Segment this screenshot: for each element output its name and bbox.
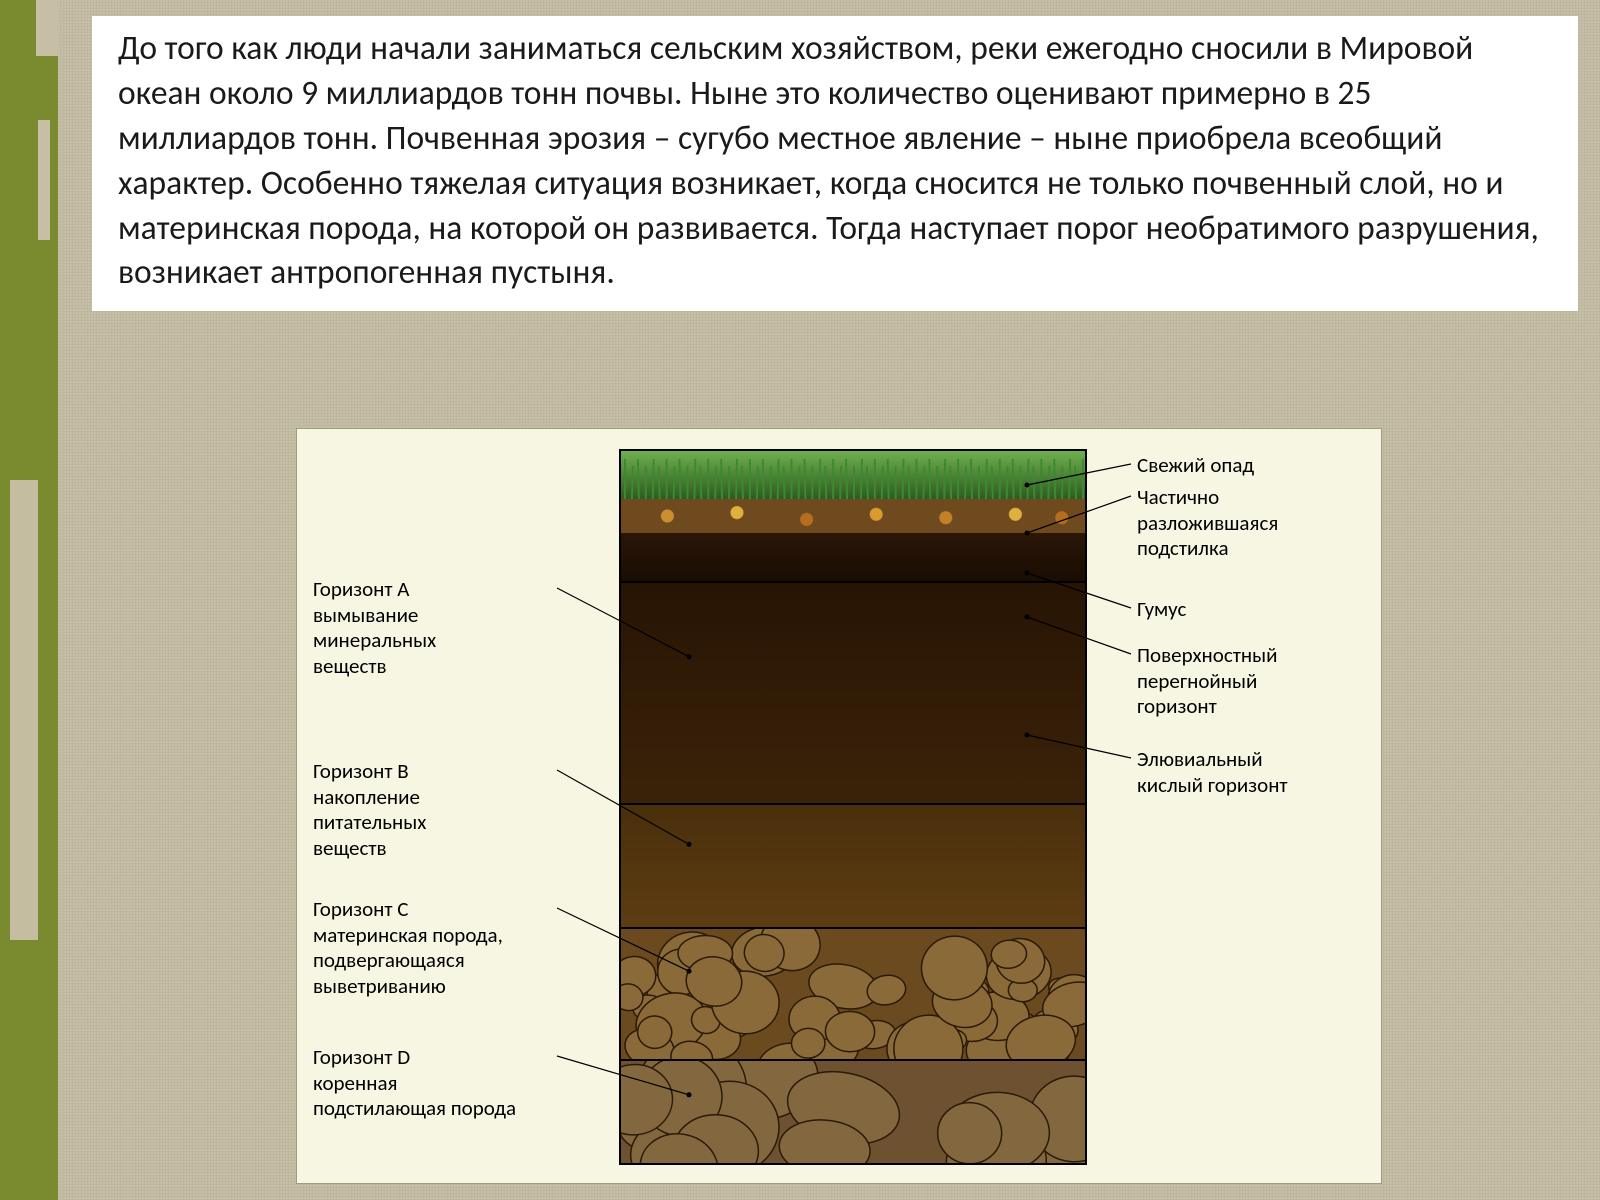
layer-humus [621, 533, 1085, 581]
layer-horizon-a [621, 581, 1085, 803]
layer-horizon-b [621, 803, 1085, 927]
right-label-eluvial: Элювиальныйкислый горизонт [1137, 747, 1377, 798]
right-label-humus: Гумус [1137, 597, 1377, 623]
left-label-C: Горизонт Cматеринская порода,подвергающа… [313, 897, 603, 999]
soil-column [619, 449, 1087, 1165]
intro-text-card: До того как люди начали заниматься сельс… [92, 16, 1578, 311]
left-label-B: Горизонт Bнакоплениепитательныхвеществ [313, 759, 603, 861]
left-label-D: Горизонт Dкореннаяподстилающая порода [313, 1045, 603, 1122]
intro-paragraph: До того как люди начали заниматься сельс… [118, 26, 1552, 295]
right-label-fresh: Свежий опад [1137, 453, 1377, 479]
right-label-surface: Поверхностныйперегнойныйгоризонт [1137, 643, 1377, 720]
left-label-A: Горизонт Aвымываниеминеральныхвеществ [313, 577, 603, 679]
layer-litter [621, 499, 1085, 533]
layer-horizon-d [621, 1059, 1085, 1165]
layer-grass [621, 451, 1085, 499]
right-label-partial: Частичноразложившаясяподстилка [1137, 485, 1377, 562]
accent-slit [10, 480, 38, 940]
left-accent-bar [0, 0, 58, 1200]
layer-horizon-c [621, 927, 1085, 1059]
soil-profile-diagram: Горизонт Aвымываниеминеральныхвеществ Гор… [296, 428, 1382, 1184]
